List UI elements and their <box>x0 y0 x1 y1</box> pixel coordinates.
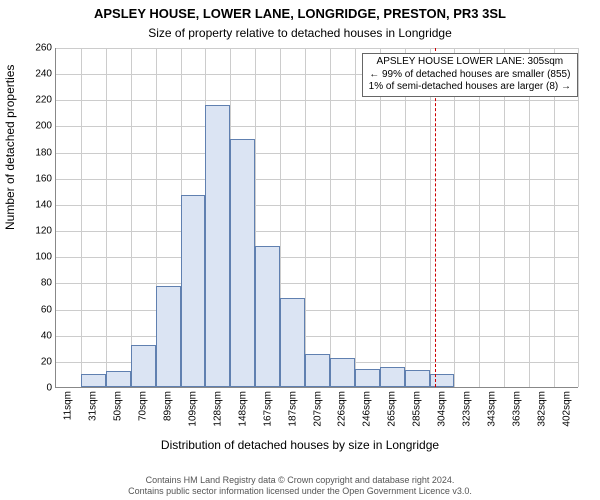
chart-container: APSLEY HOUSE, LOWER LANE, LONGRIDGE, PRE… <box>0 0 600 500</box>
gridline-h <box>56 153 578 154</box>
gridline-v <box>330 48 331 387</box>
x-tick-label: 382sqm <box>536 387 547 427</box>
x-tick-label: 70sqm <box>138 387 149 421</box>
x-tick-label: 363sqm <box>511 387 522 427</box>
x-tick-label: 31sqm <box>88 387 99 421</box>
gridline-h <box>56 100 578 101</box>
histogram-bar <box>280 298 305 387</box>
gridline-v <box>430 48 431 387</box>
y-tick-label: 140 <box>35 199 56 210</box>
marker-line <box>435 48 436 387</box>
gridline-v <box>554 48 555 387</box>
histogram-bar <box>230 139 255 387</box>
chart-subtitle: Size of property relative to detached ho… <box>0 26 600 40</box>
y-tick-label: 120 <box>35 226 56 237</box>
gridline-h <box>56 179 578 180</box>
gridline-v <box>305 48 306 387</box>
y-tick-label: 60 <box>41 304 56 315</box>
x-tick-label: 11sqm <box>63 387 74 420</box>
histogram-bar <box>106 371 131 387</box>
x-tick-label: 343sqm <box>486 387 497 427</box>
y-tick-label: 220 <box>35 95 56 106</box>
annotation-line2: ← 99% of detached houses are smaller (85… <box>369 69 571 82</box>
x-tick-label: 148sqm <box>237 387 248 427</box>
x-tick-label: 50sqm <box>113 387 124 421</box>
x-tick-label: 109sqm <box>187 387 198 427</box>
footer-attribution: Contains HM Land Registry data © Crown c… <box>0 475 600 497</box>
annotation-box: APSLEY HOUSE LOWER LANE: 305sqm ← 99% of… <box>362 53 578 97</box>
gridline-v <box>578 48 579 387</box>
histogram-bar <box>305 354 330 387</box>
histogram-bar <box>156 286 181 387</box>
histogram-bar <box>430 374 455 387</box>
gridline-v <box>380 48 381 387</box>
gridline-v <box>479 48 480 387</box>
y-tick-label: 180 <box>35 147 56 158</box>
footer-line1: Contains HM Land Registry data © Crown c… <box>0 475 600 486</box>
x-tick-label: 89sqm <box>163 387 174 421</box>
y-tick-label: 40 <box>41 330 56 341</box>
x-tick-label: 207sqm <box>312 387 323 427</box>
gridline-v <box>454 48 455 387</box>
x-tick-label: 285sqm <box>412 387 423 427</box>
gridline-v <box>355 48 356 387</box>
plot-area: 02040608010012014016018020022024026011sq… <box>55 48 578 388</box>
footer-line2: Contains public sector information licen… <box>0 486 600 497</box>
gridline-h <box>56 231 578 232</box>
gridline-h <box>56 283 578 284</box>
histogram-bar <box>131 345 156 387</box>
y-tick-label: 260 <box>35 43 56 54</box>
gridline-h <box>56 310 578 311</box>
y-tick-label: 100 <box>35 252 56 263</box>
y-axis-label: Number of detached properties <box>3 65 17 230</box>
gridline-h <box>56 205 578 206</box>
histogram-bar <box>330 358 355 387</box>
gridline-v <box>106 48 107 387</box>
y-tick-label: 160 <box>35 173 56 184</box>
y-tick-label: 240 <box>35 69 56 80</box>
x-axis-label: Distribution of detached houses by size … <box>0 438 600 452</box>
histogram-bar <box>181 195 206 387</box>
histogram-bar <box>355 369 380 387</box>
x-tick-label: 226sqm <box>337 387 348 427</box>
chart-title: APSLEY HOUSE, LOWER LANE, LONGRIDGE, PRE… <box>0 6 600 21</box>
histogram-bar <box>255 246 280 387</box>
annotation-line1: APSLEY HOUSE LOWER LANE: 305sqm <box>369 56 571 69</box>
histogram-bar <box>205 105 230 387</box>
histogram-bar <box>380 367 405 387</box>
x-tick-label: 265sqm <box>387 387 398 427</box>
histogram-bar <box>81 374 106 387</box>
gridline-h <box>56 48 578 49</box>
gridline-h <box>56 126 578 127</box>
x-tick-label: 128sqm <box>212 387 223 427</box>
x-tick-label: 167sqm <box>262 387 273 427</box>
gridline-v <box>131 48 132 387</box>
gridline-v <box>504 48 505 387</box>
x-tick-label: 246sqm <box>362 387 373 427</box>
gridline-v <box>529 48 530 387</box>
y-tick-label: 200 <box>35 121 56 132</box>
x-tick-label: 304sqm <box>437 387 448 427</box>
x-tick-label: 323sqm <box>461 387 472 427</box>
y-tick-label: 0 <box>46 383 56 394</box>
gridline-v <box>405 48 406 387</box>
y-tick-label: 20 <box>41 356 56 367</box>
gridline-h <box>56 257 578 258</box>
x-tick-label: 187sqm <box>287 387 298 427</box>
x-tick-label: 402sqm <box>561 387 572 427</box>
gridline-h <box>56 336 578 337</box>
y-tick-label: 80 <box>41 278 56 289</box>
histogram-bar <box>405 370 430 387</box>
annotation-line3: 1% of semi-detached houses are larger (8… <box>369 81 571 94</box>
gridline-v <box>81 48 82 387</box>
